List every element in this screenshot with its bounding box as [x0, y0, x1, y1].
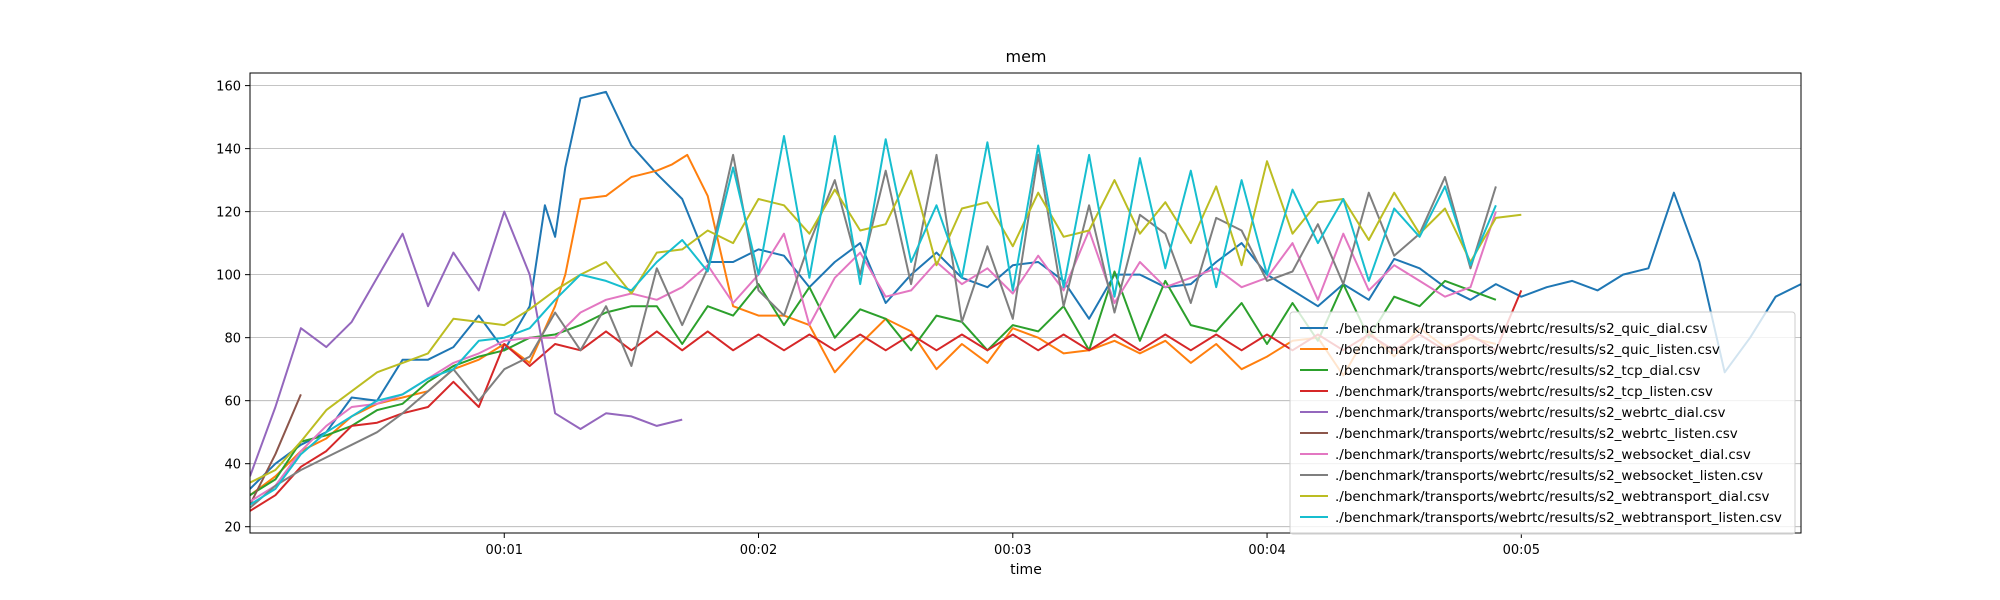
legend-entry: ./benchmark/transports/webrtc/results/s2…	[1335, 384, 1713, 400]
x-axis: 00:01 00:02 00:03 00:04 00:05	[486, 533, 1540, 558]
y-tick-label: 100	[216, 269, 241, 284]
series-line-1	[250, 153, 1497, 497]
y-tick-label: 120	[216, 206, 241, 221]
chart-title: mem	[1005, 47, 1046, 66]
legend: ./benchmark/transports/webrtc/results/s2…	[1289, 311, 1796, 535]
series-line-6	[250, 211, 1497, 503]
legend-entry: ./benchmark/transports/webrtc/results/s2…	[1335, 363, 1701, 379]
legend-entry: ./benchmark/transports/webrtc/results/s2…	[1335, 468, 1763, 484]
legend-entry: ./benchmark/transports/webrtc/results/s2…	[1335, 426, 1738, 442]
legend-entry: ./benchmark/transports/webrtc/results/s2…	[1335, 510, 1782, 526]
x-tick-label: 00:02	[740, 543, 777, 558]
y-tick-label: 20	[224, 521, 241, 536]
series-line-5	[250, 394, 302, 506]
legend-entry: ./benchmark/transports/webrtc/results/s2…	[1335, 405, 1725, 421]
legend-entry: ./benchmark/transports/webrtc/results/s2…	[1335, 489, 1770, 505]
series-layer	[250, 90, 1801, 512]
legend-entry: ./benchmark/transports/webrtc/results/s2…	[1335, 321, 1708, 337]
legend-entry: ./benchmark/transports/webrtc/results/s2…	[1335, 342, 1720, 358]
y-tick-label: 160	[216, 80, 241, 95]
x-tick-label: 00:05	[1503, 543, 1540, 558]
series-line-9	[250, 135, 1497, 506]
y-tick-label: 40	[224, 458, 241, 473]
x-tick-label: 00:04	[1248, 543, 1285, 558]
legend-entry: ./benchmark/transports/webrtc/results/s2…	[1335, 447, 1751, 463]
x-axis-label: time	[1010, 562, 1042, 578]
series-line-8	[250, 160, 1522, 484]
x-tick-label: 00:03	[994, 543, 1031, 558]
y-tick-label: 140	[216, 143, 241, 158]
series-line-4	[250, 210, 683, 477]
series-line-0	[250, 90, 1801, 490]
series-line-7	[250, 153, 1497, 509]
y-tick-label: 60	[224, 395, 241, 410]
y-tick-label: 80	[224, 332, 241, 347]
y-axis: 20 40 60 80 100 120 140 160	[216, 80, 250, 536]
plot-frame	[249, 72, 1802, 534]
legend-box	[1289, 311, 1796, 535]
x-tick-label: 00:01	[486, 543, 523, 558]
